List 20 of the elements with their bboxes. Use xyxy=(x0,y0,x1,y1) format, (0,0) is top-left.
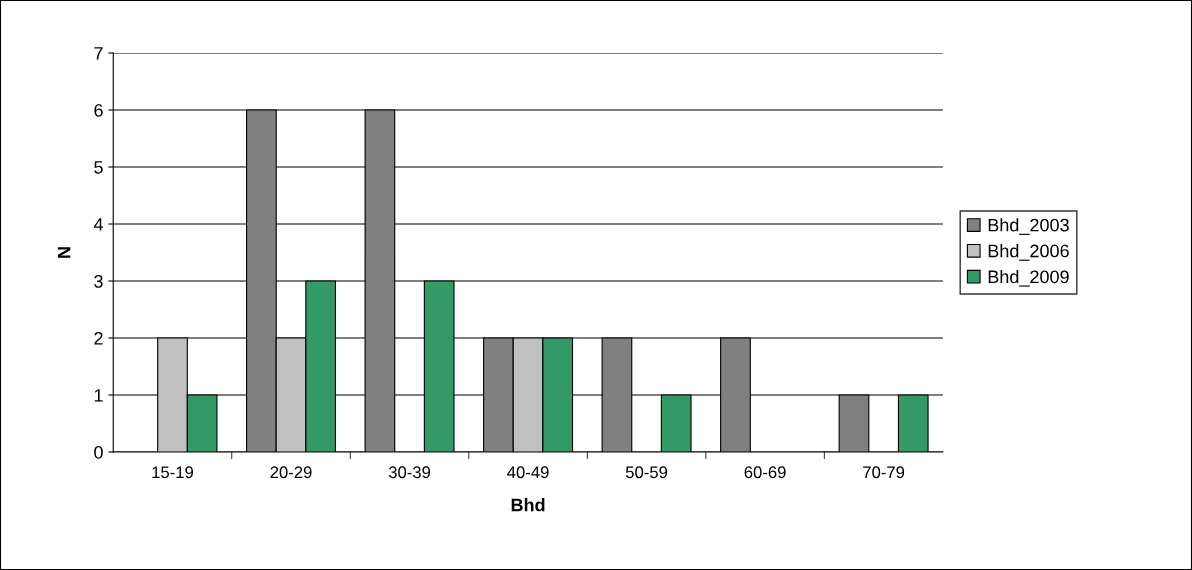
y-tick-label: 4 xyxy=(93,218,103,231)
y-axis-title: N xyxy=(57,247,71,258)
x-tick-label: 60-69 xyxy=(744,466,786,479)
y-tick-label: 3 xyxy=(94,274,103,288)
y-tick-label: 1 xyxy=(94,389,103,402)
x-tick-label: 20-29 xyxy=(270,466,312,479)
legend-label: Bhd_2006 xyxy=(988,244,1069,261)
x-tick-label: 30-39 xyxy=(388,466,431,479)
y-tick-label: 5 xyxy=(94,161,103,174)
legend-label: Bhd_2003 xyxy=(988,218,1069,235)
x-tick-label: 15-19 xyxy=(152,466,194,479)
y-tick-label: 7 xyxy=(94,47,103,60)
x-tick-label: 50-59 xyxy=(625,466,668,479)
legend-label: Bhd_2009 xyxy=(988,269,1069,287)
x-tick-label: 40-49 xyxy=(507,466,549,479)
x-tick-label: 70-79 xyxy=(863,466,905,479)
y-tick-label: 0 xyxy=(94,445,103,459)
x-axis-title: Bhd xyxy=(511,498,545,512)
y-tick-label: 2 xyxy=(94,331,103,345)
y-tick-label: 6 xyxy=(94,103,103,117)
